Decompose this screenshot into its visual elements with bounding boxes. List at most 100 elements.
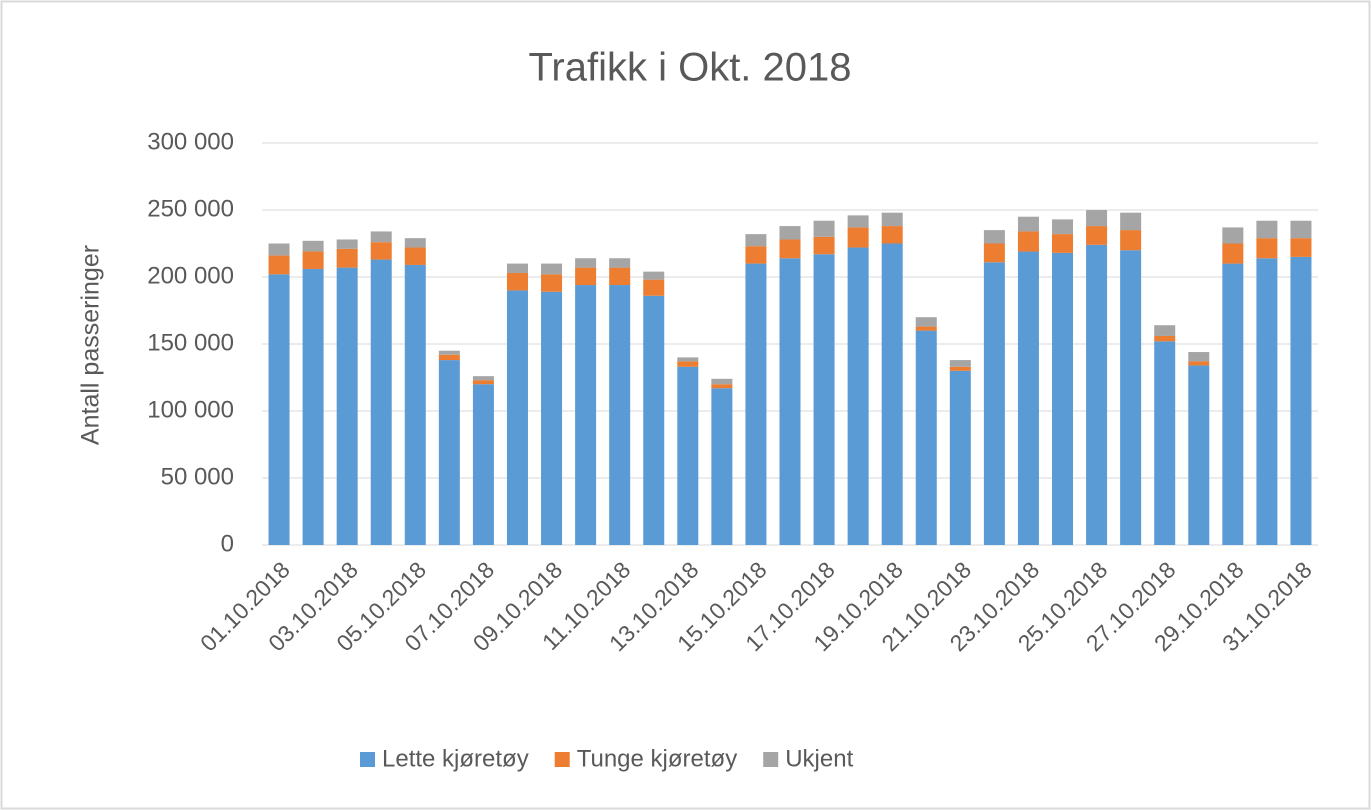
bar-segment: [881, 226, 903, 244]
bar-segment: [1188, 361, 1210, 366]
bar-segment: [302, 240, 324, 252]
bar-segment: [472, 384, 494, 545]
bar-segment: [779, 239, 801, 259]
bar-segment: [1120, 250, 1142, 545]
bar-segment: [1188, 352, 1210, 362]
bar-segment: [336, 267, 358, 545]
bar-segment: [1290, 256, 1312, 545]
bar-segment: [506, 272, 528, 291]
bar-segment: [609, 285, 631, 545]
bar-segment: [1290, 220, 1312, 239]
bar-segment: [404, 238, 426, 248]
bar-segment: [404, 264, 426, 545]
bar-segment: [1154, 325, 1176, 336]
y-tick-label: 250 000: [147, 195, 234, 222]
bar-segment: [881, 212, 903, 227]
bar-segment: [779, 226, 801, 240]
bar-segment: [370, 242, 392, 260]
bar-segment: [1256, 258, 1278, 545]
y-tick-label: 200 000: [147, 262, 234, 289]
bar-segment: [404, 247, 426, 265]
bar-segment: [370, 259, 392, 545]
bar-segment: [677, 361, 699, 367]
bar-segment: [370, 231, 392, 243]
bar-segment: [949, 360, 971, 367]
bar-segment: [438, 360, 460, 545]
bar-segment: [1086, 210, 1108, 227]
bar-segment: [643, 271, 665, 280]
chart-title: Trafikk i Okt. 2018: [528, 46, 851, 90]
bar-segment: [1052, 252, 1074, 545]
bar-segment: [1086, 226, 1108, 245]
bar-segment: [813, 254, 835, 545]
legend-label: Tunge kjøretøy: [577, 745, 738, 772]
bar-segment: [1017, 216, 1039, 232]
bar-segment: [745, 246, 767, 264]
bar-segment: [541, 274, 563, 292]
bar-segment: [915, 326, 937, 331]
bar-segment: [336, 248, 358, 268]
legend-label: Lette kjøretøy: [382, 745, 529, 772]
y-tick-label: 50 000: [161, 463, 234, 490]
bar-segment: [336, 239, 358, 249]
bar-segment: [643, 295, 665, 545]
bar-segment: [1120, 212, 1142, 231]
bar-segment: [1154, 341, 1176, 545]
bar-segment: [541, 263, 563, 275]
bar-segment: [268, 255, 290, 275]
bar-segment: [1222, 263, 1244, 545]
bar-segment: [1222, 243, 1244, 264]
y-tick-label: 100 000: [147, 396, 234, 423]
bar-segment: [1017, 251, 1039, 546]
y-tick-label: 150 000: [147, 329, 234, 356]
bar-segment: [575, 258, 597, 268]
y-tick-label: 300 000: [147, 128, 234, 155]
bar-segment: [915, 317, 937, 327]
bar-segment: [609, 267, 631, 286]
bar-segment: [575, 267, 597, 286]
bar-segment: [847, 215, 869, 228]
bar-segment: [1086, 244, 1108, 545]
bar-segment: [506, 263, 528, 273]
bar-segment: [1256, 220, 1278, 239]
bar-segment: [1017, 231, 1039, 252]
bar-segment: [711, 384, 733, 389]
y-tick-label: 0: [221, 530, 234, 557]
bar-segment: [1120, 230, 1142, 251]
bar-segment: [1052, 234, 1074, 253]
bar-segment: [983, 262, 1005, 545]
bar-segment: [983, 243, 1005, 263]
bar-segment: [609, 258, 631, 268]
bar-segment: [949, 366, 971, 371]
bar-segment: [1290, 238, 1312, 257]
bar-segment: [983, 230, 1005, 244]
bar-segment: [472, 380, 494, 385]
legend-swatch: [360, 752, 375, 767]
legend-label: Ukjent: [785, 745, 853, 772]
bar-segment: [575, 285, 597, 545]
bar-segment: [745, 234, 767, 247]
bar-segment: [472, 376, 494, 381]
bar-segment: [268, 274, 290, 545]
bar-segment: [302, 251, 324, 269]
bar-segment: [677, 357, 699, 362]
bar-segment: [711, 378, 733, 385]
bar-segment: [711, 388, 733, 545]
bar-segment: [847, 247, 869, 545]
bar-segment: [643, 279, 665, 296]
bar-segment: [881, 243, 903, 545]
bar-segment: [745, 263, 767, 545]
bar-segment: [438, 350, 460, 355]
bar-segment: [813, 236, 835, 255]
bar-segment: [813, 220, 835, 237]
bar-segment: [1154, 335, 1176, 342]
bar-segment: [506, 290, 528, 545]
legend-swatch: [763, 752, 779, 767]
bar-segment: [302, 268, 324, 545]
bar-segment: [268, 243, 290, 256]
bar-segment: [779, 258, 801, 545]
bar-segment: [1256, 238, 1278, 259]
bar-segment: [1222, 227, 1244, 244]
